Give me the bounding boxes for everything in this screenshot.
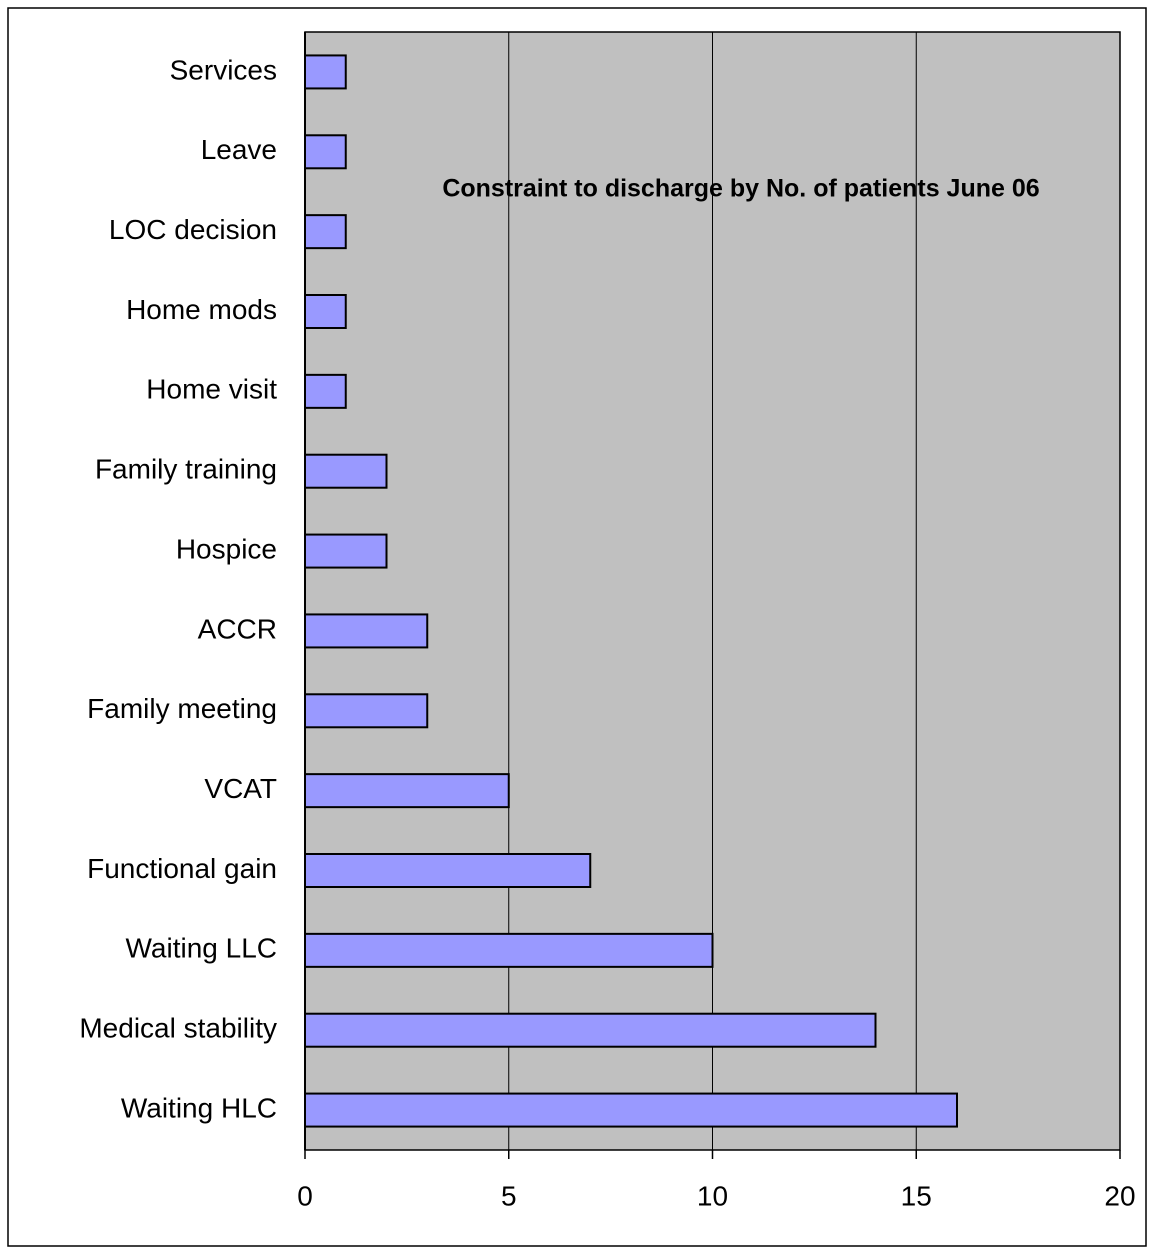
y-tick-label: Services	[170, 54, 277, 85]
bar	[304, 1092, 958, 1128]
bar	[304, 773, 510, 809]
bar	[304, 533, 388, 569]
bar	[304, 214, 347, 250]
bar	[304, 373, 347, 409]
x-tick-label: 20	[1104, 1180, 1135, 1211]
y-tick-label: Home visit	[146, 374, 277, 405]
y-tick-label: ACCR	[198, 613, 277, 644]
bar	[304, 613, 429, 649]
y-tick-label: LOC decision	[109, 214, 277, 245]
bar	[304, 1012, 877, 1048]
x-tick-label: 10	[697, 1180, 728, 1211]
bar	[304, 294, 347, 329]
y-tick-label: VCAT	[204, 773, 277, 804]
x-tick-label: 15	[901, 1180, 932, 1211]
bar	[304, 932, 714, 968]
x-tick-label: 5	[501, 1180, 517, 1211]
y-tick-label: Hospice	[176, 533, 277, 564]
y-tick-label: Functional gain	[87, 853, 277, 884]
bar	[304, 134, 347, 170]
y-tick-label: Waiting HLC	[121, 1092, 277, 1123]
y-tick-label: Family training	[95, 454, 277, 485]
bar	[304, 453, 388, 489]
bar	[304, 54, 347, 90]
bar	[304, 853, 592, 888]
y-tick-label: Home mods	[126, 294, 277, 325]
chart-title: Constraint to discharge by No. of patien…	[442, 175, 1039, 203]
bar	[304, 693, 429, 729]
y-tick-label: Medical stability	[79, 1013, 277, 1044]
x-tick-label: 0	[297, 1180, 313, 1211]
y-tick-label: Family meeting	[87, 693, 277, 724]
y-tick-label: Leave	[201, 134, 277, 165]
y-tick-label: Waiting LLC	[126, 933, 277, 964]
